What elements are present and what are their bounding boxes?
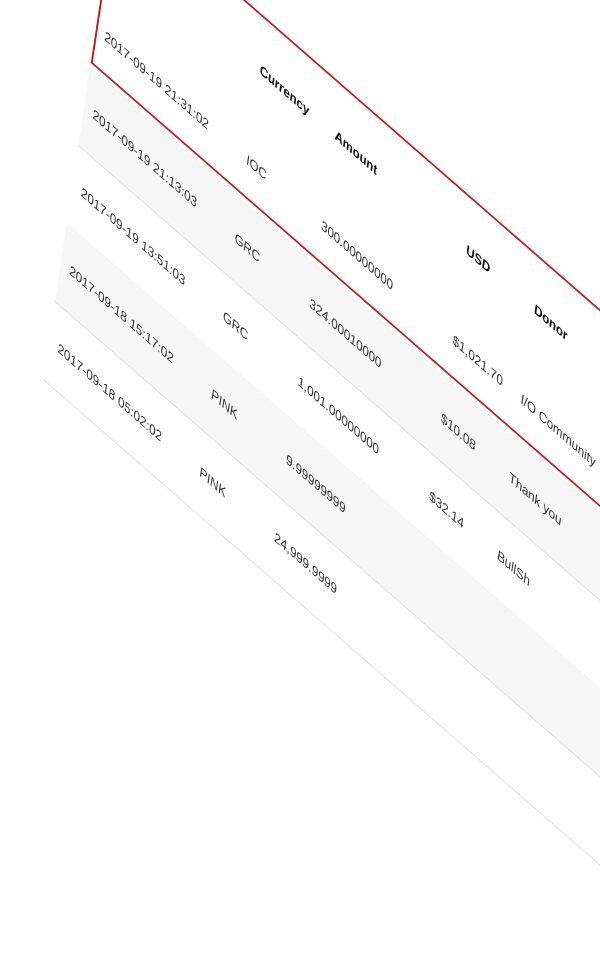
donation-table: TimeCurrencyAmountUSDDonor2017-09-19 21:… [33,0,600,973]
screen: TimeCurrencyAmountUSDDonor2017-09-19 21:… [43,0,600,890]
